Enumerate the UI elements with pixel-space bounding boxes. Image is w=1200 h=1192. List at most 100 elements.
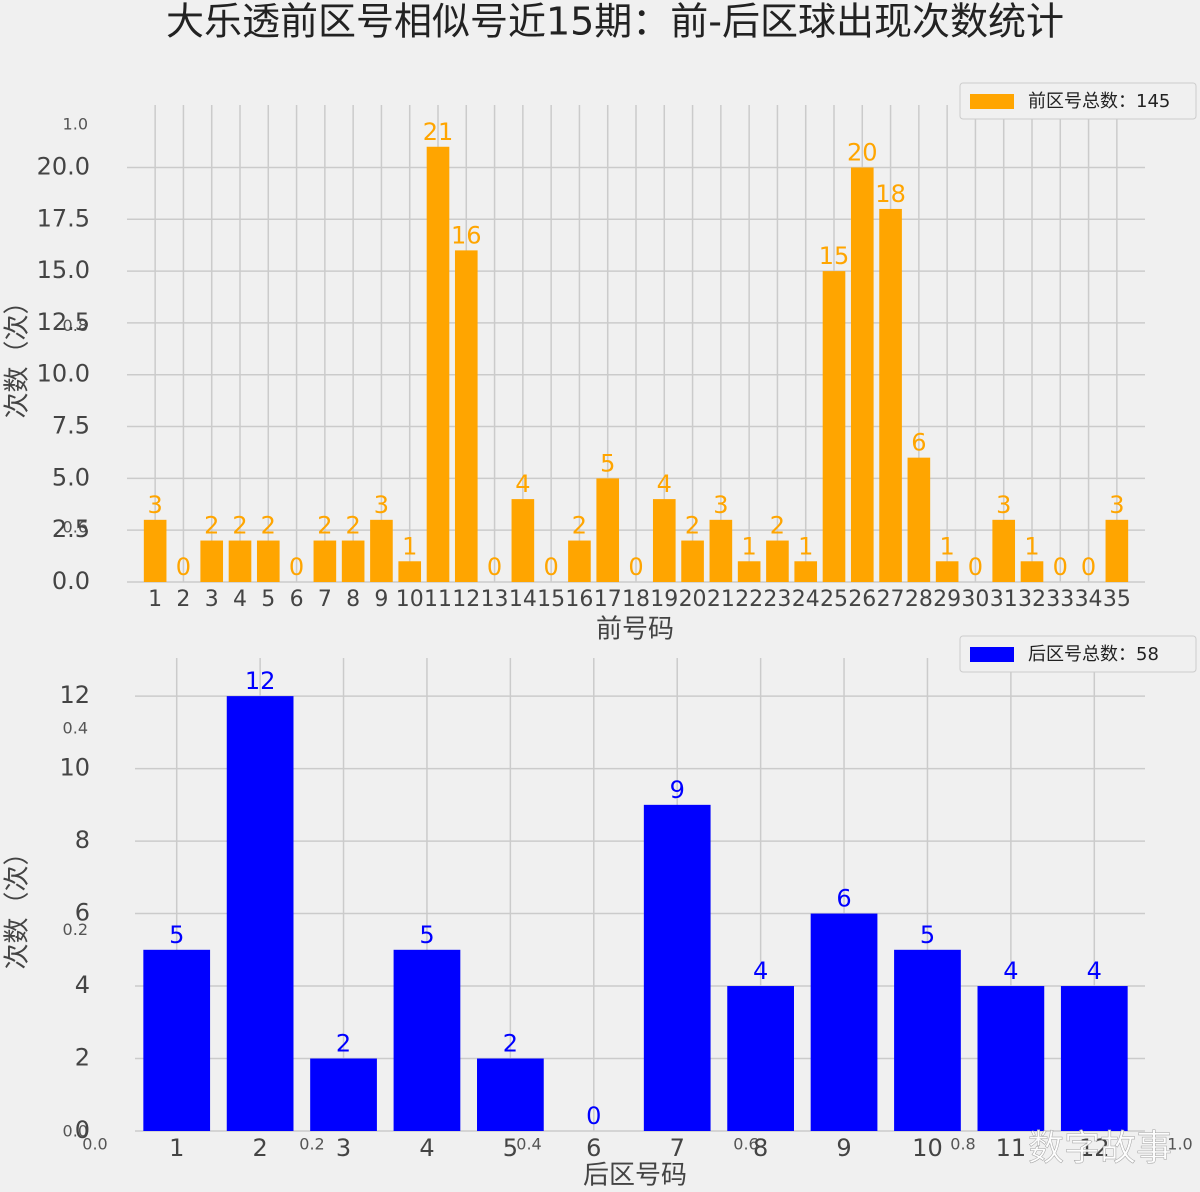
x-tick-label: 8 — [753, 1134, 768, 1162]
x-tick-label: 12 — [1079, 1134, 1110, 1162]
bar — [810, 913, 878, 1131]
x-tick-label: 13 — [481, 587, 509, 612]
bar — [256, 540, 280, 582]
y-axis-label: 次数（次） — [3, 288, 33, 418]
value-label: 9 — [670, 776, 685, 804]
bg-x-tick-label: 0.0 — [82, 1135, 107, 1154]
bar — [1020, 561, 1044, 582]
bg-x-tick-label: 0.6 — [733, 1135, 758, 1154]
y-axis-label: 次数（次） — [3, 839, 33, 969]
bg-x-tick-label: 1.0 — [1167, 1135, 1192, 1154]
bar — [200, 540, 224, 582]
value-label: 0 — [487, 553, 502, 581]
bar — [398, 561, 422, 582]
value-label: 3 — [1109, 491, 1124, 519]
y-tick-label: 7.5 — [52, 412, 90, 440]
value-label: 4 — [753, 957, 768, 985]
bg-x-tick-label: 0.2 — [299, 1135, 324, 1154]
value-label: 15 — [819, 242, 850, 270]
bg-y-tick-label: 0.0 — [63, 1122, 88, 1141]
value-label: 3 — [374, 491, 389, 519]
bar — [313, 540, 337, 582]
x-tick-label: 7 — [318, 587, 332, 612]
x-tick-label: 3 — [205, 587, 219, 612]
value-label: 18 — [875, 180, 906, 208]
x-tick-label: 35 — [1103, 587, 1131, 612]
y-tick-label: 20.0 — [37, 152, 90, 180]
value-label: 1 — [798, 532, 813, 560]
bar — [894, 949, 961, 1131]
x-tick-label: 7 — [670, 1134, 685, 1162]
value-label: 1 — [1024, 532, 1039, 560]
bg-y-tick-label: 0.8 — [63, 316, 88, 335]
bar — [370, 519, 393, 582]
bar — [426, 146, 450, 582]
bar — [992, 519, 1016, 582]
bar — [511, 499, 535, 582]
legend-box — [959, 82, 1197, 120]
bar — [596, 478, 620, 582]
bar — [1105, 519, 1129, 582]
bar — [907, 457, 931, 582]
y-tick-label: 10 — [59, 754, 90, 782]
bar — [568, 540, 591, 582]
y-tick-label: 6 — [75, 899, 90, 927]
bar — [143, 519, 167, 582]
y-tick-label: 2.5 — [52, 515, 90, 543]
bar — [977, 986, 1045, 1131]
bar — [935, 561, 959, 582]
x-tick-label: 6 — [290, 587, 304, 612]
value-label: 0 — [544, 553, 559, 581]
bar — [1060, 986, 1128, 1131]
value-label: 2 — [770, 512, 785, 540]
bar — [794, 561, 818, 582]
value-label: 5 — [169, 921, 184, 949]
y-tick-label: 4 — [75, 971, 90, 999]
x-tick-label: 31 — [990, 587, 1018, 612]
x-tick-label: 6 — [586, 1134, 601, 1162]
x-tick-label: 4 — [233, 587, 247, 612]
value-label: 0 — [628, 553, 643, 581]
bar — [850, 167, 874, 582]
chart-title: 大乐透前区号相似号近15期：前-后区球出现次数统计 — [166, 0, 1064, 44]
value-label: 16 — [451, 221, 482, 249]
x-tick-label: 5 — [503, 1134, 518, 1162]
value-label: 2 — [204, 512, 219, 540]
y-tick-label: 12 — [59, 681, 90, 709]
value-label: 0 — [1053, 553, 1068, 581]
x-tick-label: 20 — [679, 587, 707, 612]
x-tick-label: 11 — [424, 587, 452, 612]
bar — [727, 986, 794, 1131]
value-label: 3 — [996, 491, 1011, 519]
bar — [393, 949, 461, 1131]
x-tick-label: 10 — [396, 587, 424, 612]
x-tick-label: 32 — [1018, 587, 1046, 612]
x-tick-label: 27 — [877, 587, 905, 612]
value-label: 5 — [419, 921, 434, 949]
bg-x-tick-label: 0.4 — [516, 1135, 541, 1154]
value-label: 4 — [1087, 957, 1102, 985]
y-tick-label: 0.0 — [52, 567, 90, 595]
value-label: 20 — [847, 138, 878, 166]
watermark: 数字故事 — [1028, 1128, 1172, 1169]
x-tick-label: 3 — [336, 1134, 351, 1162]
value-label: 2 — [346, 512, 361, 540]
bar — [766, 540, 789, 582]
y-tick-label: 8 — [75, 826, 90, 854]
value-label: 0 — [1081, 553, 1096, 581]
bg-y-tick-label: 0.4 — [63, 719, 88, 738]
bar — [652, 499, 676, 582]
value-label: 1 — [742, 532, 757, 560]
legend-label: 后区号总数：58 — [1028, 644, 1159, 665]
y-tick-label: 12.5 — [37, 308, 90, 336]
x-tick-label: 28 — [905, 587, 933, 612]
value-label: 0 — [289, 553, 304, 581]
value-label: 2 — [685, 512, 700, 540]
x-tick-label: 5 — [261, 587, 275, 612]
bg-x-tick-label: 0.8 — [950, 1135, 975, 1154]
x-tick-label: 25 — [820, 587, 848, 612]
x-tick-label: 16 — [565, 587, 593, 612]
value-label: 2 — [232, 512, 247, 540]
bar — [454, 250, 478, 583]
value-label: 21 — [423, 118, 454, 146]
